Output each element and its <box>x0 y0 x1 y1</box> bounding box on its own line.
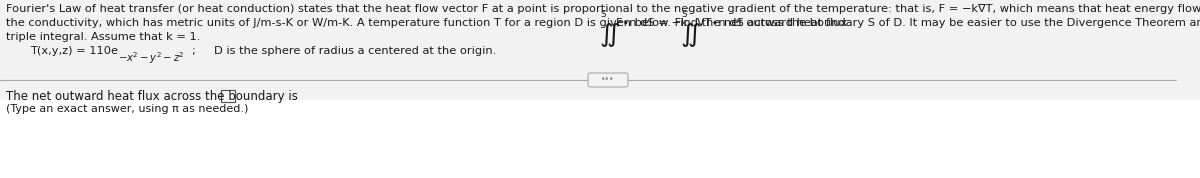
Text: S: S <box>600 10 606 19</box>
Text: F•n dS = −k: F•n dS = −k <box>616 18 688 28</box>
Text: VT•n dS across the boundary S of D. It may be easier to use the Divergence Theor: VT•n dS across the boundary S of D. It m… <box>697 18 1200 28</box>
Bar <box>0 100 1200 178</box>
Text: $-x^2-y^2-z^2$: $-x^2-y^2-z^2$ <box>118 50 185 66</box>
Text: $\iint$: $\iint$ <box>680 21 701 49</box>
Text: ;     D is the sphere of radius a centered at the origin.: ; D is the sphere of radius a centered a… <box>192 46 497 56</box>
Text: Fourier's Law of heat transfer (or heat conduction) states that the heat flow ve: Fourier's Law of heat transfer (or heat … <box>6 4 1200 14</box>
Text: The net outward heat flux across the boundary is: The net outward heat flux across the bou… <box>6 90 298 103</box>
Text: $\iint$: $\iint$ <box>599 21 620 49</box>
Text: the conductivity, which has metric units of J/m-s-K or W/m-K. A temperature func: the conductivity, which has metric units… <box>6 18 847 28</box>
FancyBboxPatch shape <box>588 73 628 87</box>
Text: S: S <box>682 10 686 19</box>
Text: triple integral. Assume that k = 1.: triple integral. Assume that k = 1. <box>6 32 200 42</box>
Text: T(x,y,z) = 110e: T(x,y,z) = 110e <box>30 46 118 56</box>
FancyBboxPatch shape <box>221 90 235 102</box>
Text: (Type an exact answer, using π as needed.): (Type an exact answer, using π as needed… <box>6 104 248 114</box>
Text: •••: ••• <box>601 75 614 85</box>
